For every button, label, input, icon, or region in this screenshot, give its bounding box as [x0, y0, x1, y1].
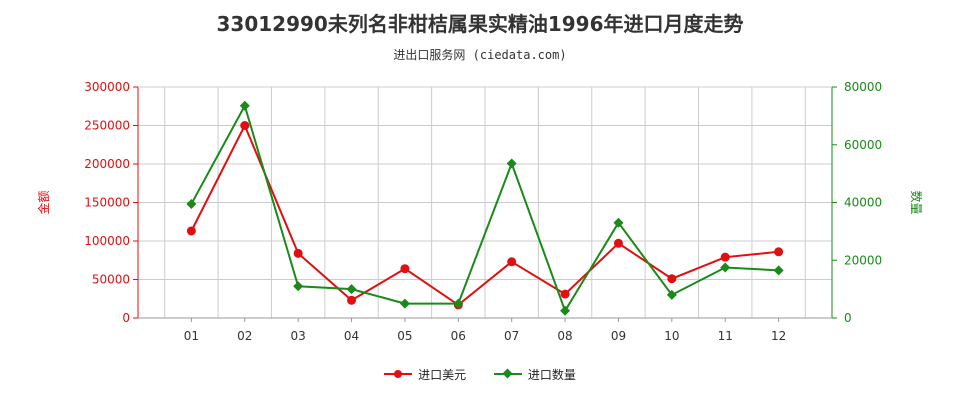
right-tick-label: 20000	[844, 253, 882, 267]
right-axis-title: 数量	[909, 190, 924, 214]
left-tick-label: 200000	[84, 157, 130, 171]
data-point-import-qty	[720, 262, 731, 273]
legend-item-import-qty[interactable]: 进口数量	[493, 366, 576, 383]
legend: 进口美元 进口数量	[0, 364, 960, 383]
left-tick-label: 100000	[84, 234, 130, 248]
x-tick-label: 07	[504, 329, 519, 343]
legend-item-import-usd[interactable]: 进口美元	[384, 366, 466, 383]
data-point-import-qty	[560, 305, 571, 316]
data-point-import-usd	[667, 274, 677, 284]
series-line-import-qty	[190, 103, 779, 314]
legend-swatch-import-qty	[493, 368, 522, 379]
data-point-import-usd	[186, 226, 196, 236]
x-tick-label: 04	[344, 329, 359, 343]
x-tick-label: 12	[771, 329, 786, 343]
x-tick-label: 02	[237, 329, 252, 343]
left-tick-label: 300000	[84, 80, 130, 94]
data-point-import-usd	[400, 264, 410, 274]
data-point-import-qty	[186, 198, 197, 209]
data-point-import-usd	[293, 248, 303, 258]
legend-label-import-usd: 进口美元	[418, 367, 467, 382]
left-tick-label: 150000	[84, 196, 130, 210]
data-point-import-qty	[613, 217, 624, 228]
x-tick-label: 03	[291, 329, 306, 343]
data-point-import-qty	[453, 298, 464, 309]
data-point-import-qty	[346, 284, 357, 295]
legend-swatch-import-usd	[384, 370, 413, 378]
data-point-import-usd	[240, 121, 250, 130]
right-tick-label: 60000	[844, 138, 882, 152]
x-tick-label: 08	[557, 329, 572, 343]
data-point-import-usd	[774, 247, 784, 257]
data-point-import-usd	[560, 289, 570, 299]
x-tick-label: 10	[664, 329, 679, 343]
x-tick-label: 06	[451, 329, 466, 343]
data-point-import-qty	[293, 281, 304, 292]
data-point-import-qty	[773, 265, 784, 276]
right-tick-label: 0	[844, 311, 852, 325]
x-tick-label: 01	[184, 329, 199, 343]
x-tick-label: 11	[718, 329, 733, 343]
series-line-import-usd	[190, 123, 779, 307]
data-point-import-usd	[720, 252, 730, 262]
chart-subtitle: 进出口服务网 (ciedata.com)	[393, 48, 567, 62]
x-tick-label: 05	[397, 329, 412, 343]
left-tick-label: 50000	[92, 273, 130, 287]
left-tick-label: 0	[122, 311, 130, 325]
right-tick-label: 40000	[844, 196, 882, 210]
data-point-import-qty	[666, 289, 677, 300]
data-point-import-usd	[347, 295, 357, 305]
data-point-import-qty	[239, 100, 250, 111]
x-tick-label: 09	[611, 329, 626, 343]
left-axis-title: 金额	[36, 190, 51, 214]
data-point-import-usd	[613, 238, 623, 248]
data-point-import-usd	[507, 257, 517, 267]
left-tick-label: 250000	[84, 119, 130, 133]
legend-label-import-qty: 进口数量	[527, 367, 576, 382]
data-point-import-qty	[506, 158, 517, 169]
chart-title: 33012990未列名非柑桔属果实精油1996年进口月度走势	[216, 12, 744, 36]
data-point-import-qty	[399, 298, 410, 309]
right-tick-label: 80000	[844, 80, 882, 94]
